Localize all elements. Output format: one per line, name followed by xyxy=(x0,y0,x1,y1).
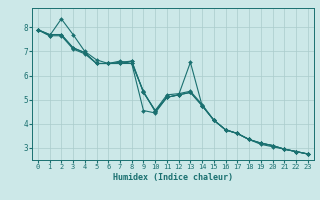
X-axis label: Humidex (Indice chaleur): Humidex (Indice chaleur) xyxy=(113,173,233,182)
